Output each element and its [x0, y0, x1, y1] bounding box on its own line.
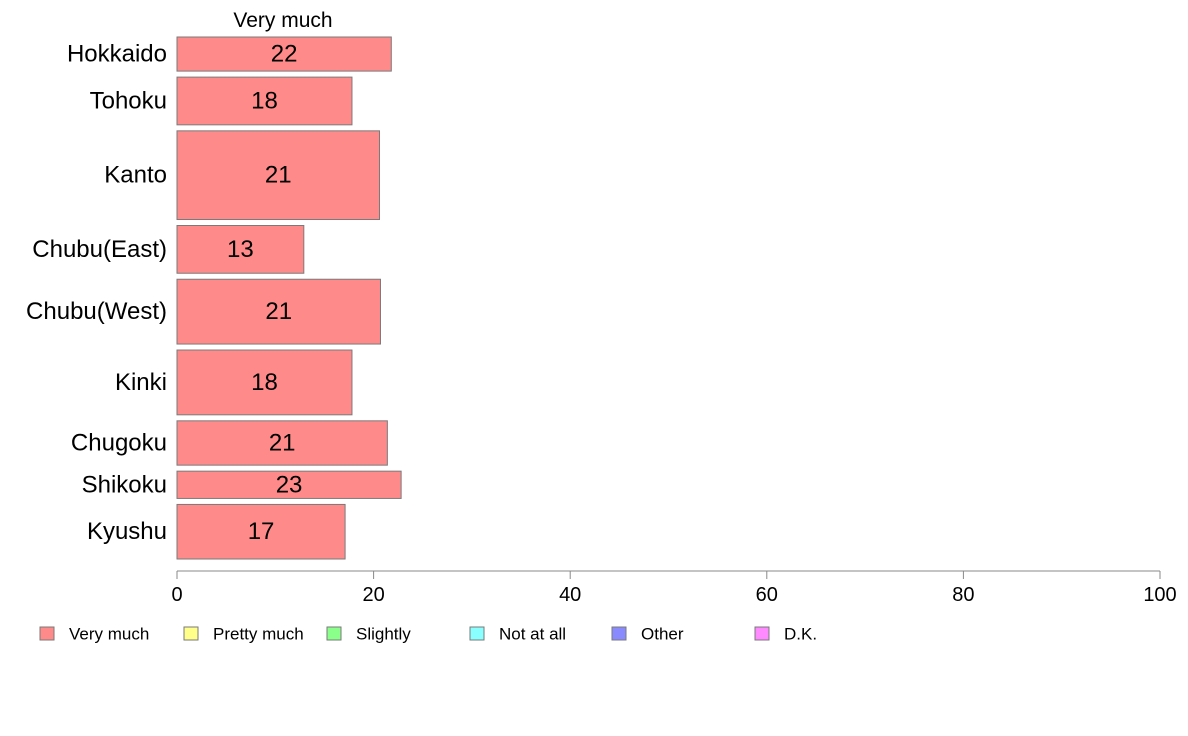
- bar-value-label: 22: [271, 41, 298, 68]
- legend: Very much Pretty much Slightly Not at all Ot…: [39, 625, 817, 644]
- category-label: Shikoku: [82, 471, 167, 498]
- bar-value-label: 18: [251, 369, 278, 396]
- category-label: Tohoku: [90, 87, 167, 114]
- bar-value-label: 21: [269, 429, 296, 456]
- x-tick-label: 0: [171, 584, 182, 606]
- x-tick-label: 100: [1143, 584, 1176, 606]
- bar-value-label: 23: [276, 471, 303, 498]
- bar-value-label: 18: [251, 87, 278, 114]
- legend-swatch: [611, 626, 627, 641]
- legend-swatch: [469, 626, 485, 641]
- category-label: Kyushu: [87, 518, 167, 545]
- legend-swatch: [326, 626, 342, 641]
- bar-segment: [176, 349, 353, 416]
- x-axis: 0 20 40 60 80 100: [171, 570, 1177, 606]
- bar-segment: [176, 36, 392, 72]
- bar-segment: [176, 130, 380, 221]
- category-label: Chugoku: [71, 429, 167, 456]
- legend-label: Pretty much: [213, 625, 304, 644]
- category-label: Hokkaido: [67, 41, 167, 68]
- x-tick-label: 60: [756, 584, 778, 606]
- column-header: Very much: [233, 9, 332, 32]
- category-label: Kinki: [115, 369, 167, 396]
- category-label: Chubu(East): [32, 236, 167, 263]
- legend-label: Not at all: [499, 625, 566, 644]
- bar-segment: [176, 225, 305, 274]
- bar-segment: [176, 503, 346, 560]
- legend-label: Very much: [69, 625, 149, 644]
- bar-value-label: 13: [227, 236, 254, 263]
- category-label: Chubu(West): [26, 298, 167, 325]
- bar-segment: [176, 76, 353, 126]
- legend-swatch: [39, 626, 55, 641]
- x-tick-label: 40: [559, 584, 581, 606]
- bars-group: Hokkaido 22 Tohoku 18 Kanto 21 Chubu(East) 13 Ch…: [26, 36, 402, 560]
- bar-value-label: 21: [265, 162, 292, 189]
- x-tick-label: 80: [952, 584, 974, 606]
- x-tick-label: 20: [362, 584, 384, 606]
- bar-value-label: 21: [265, 298, 292, 325]
- bar-value-label: 17: [248, 518, 275, 545]
- legend-swatch: [183, 626, 199, 641]
- bar-segment: [176, 278, 381, 345]
- legend-label: Slightly: [356, 625, 411, 644]
- legend-label: Other: [641, 625, 684, 644]
- legend-swatch: [754, 626, 770, 641]
- bar-segment: [176, 420, 388, 466]
- bar-segment: [176, 470, 402, 499]
- category-label: Kanto: [104, 162, 167, 189]
- legend-label: D.K.: [784, 625, 817, 644]
